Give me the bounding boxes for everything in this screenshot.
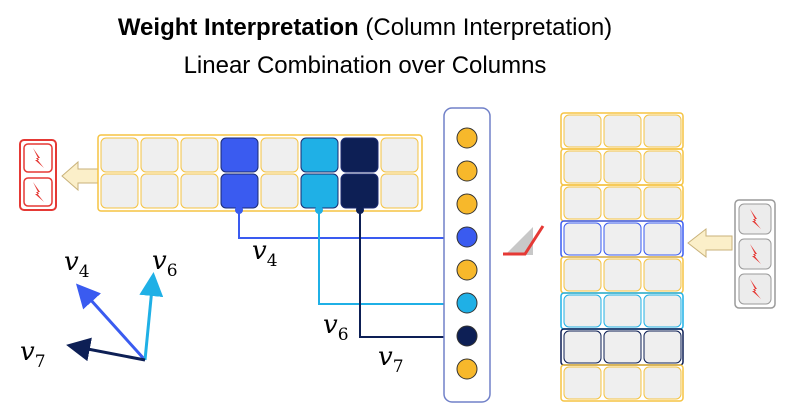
activation-relu-icon xyxy=(503,225,545,256)
grid-cell xyxy=(603,366,642,400)
grid-cell xyxy=(563,258,602,292)
grid-cell xyxy=(603,114,642,148)
grid-cell xyxy=(340,173,379,209)
vector-label-v4: v4 xyxy=(64,247,90,282)
grid-cell xyxy=(100,173,139,209)
title-rest: (Column Interpretation) xyxy=(358,14,613,41)
vector-v7-arrow xyxy=(66,337,146,362)
weight-row-grid xyxy=(97,134,423,212)
neuron xyxy=(456,358,478,380)
grid-cell xyxy=(643,294,682,328)
neuron-column xyxy=(456,127,478,380)
label-v4: v4 xyxy=(252,236,278,271)
grid-cell xyxy=(563,330,602,364)
grid-cell xyxy=(643,186,682,220)
grid-cell xyxy=(380,173,419,209)
v4-connector xyxy=(238,210,466,239)
grid-cell xyxy=(220,137,259,173)
grid-cell xyxy=(603,330,642,364)
grid-cell xyxy=(603,222,642,256)
neuron xyxy=(456,325,478,347)
vector-label-v7: v7 xyxy=(20,337,46,372)
grid-cell xyxy=(340,137,379,173)
vector-diagram: v4 v6 v7 xyxy=(20,246,178,372)
grid-cell xyxy=(380,137,419,173)
grid-cell xyxy=(643,150,682,184)
neuron xyxy=(456,226,478,248)
neuron xyxy=(456,259,478,281)
grid-cell xyxy=(643,330,682,364)
vector-v4-arrow xyxy=(75,283,147,362)
grid-cell xyxy=(563,150,602,184)
grid-cell xyxy=(643,114,682,148)
arrow-left-icon xyxy=(687,227,733,259)
grid-cell xyxy=(563,366,602,400)
v7-connector xyxy=(359,210,466,338)
input-column-grid xyxy=(560,112,684,402)
grid-cell xyxy=(643,222,682,256)
grid-cell xyxy=(260,173,299,209)
label-v6: v6 xyxy=(323,310,349,345)
v6-connector xyxy=(318,210,466,305)
neuron xyxy=(456,193,478,215)
grid-cell xyxy=(643,366,682,400)
vector-v6-arrow xyxy=(139,272,164,361)
diagram-subtitle: Linear Combination over Columns xyxy=(183,52,547,79)
grid-cell xyxy=(140,173,179,209)
vector-label-v6: v6 xyxy=(152,246,178,281)
neuron xyxy=(456,292,478,314)
grid-cell xyxy=(563,294,602,328)
neuron xyxy=(456,127,478,149)
grid-cell xyxy=(300,173,339,209)
grid-cell xyxy=(100,137,139,173)
neuron xyxy=(456,160,478,182)
grid-cell xyxy=(220,173,259,209)
grid-cell xyxy=(563,186,602,220)
title-bold: Weight Interpretation xyxy=(117,14,359,41)
grid-cell xyxy=(603,186,642,220)
grid-cell xyxy=(563,222,602,256)
grid-cell xyxy=(140,137,179,173)
grid-cell xyxy=(180,173,219,209)
grid-cell xyxy=(603,150,642,184)
grid-cell xyxy=(260,137,299,173)
arrow-left-icon xyxy=(61,160,99,192)
neuron-column-frame xyxy=(443,107,491,403)
output-spark-stack xyxy=(19,139,57,211)
grid-cell xyxy=(603,294,642,328)
grid-cell xyxy=(300,137,339,173)
grid-cell xyxy=(563,114,602,148)
connector-lines xyxy=(235,206,466,338)
grid-cell xyxy=(180,137,219,173)
grid-cell xyxy=(643,258,682,292)
label-v7: v7 xyxy=(378,342,404,377)
diagram-title: Weight Interpretation (Column Interpreta… xyxy=(0,14,730,42)
grid-cell xyxy=(603,258,642,292)
input-spark-stack xyxy=(734,199,776,309)
